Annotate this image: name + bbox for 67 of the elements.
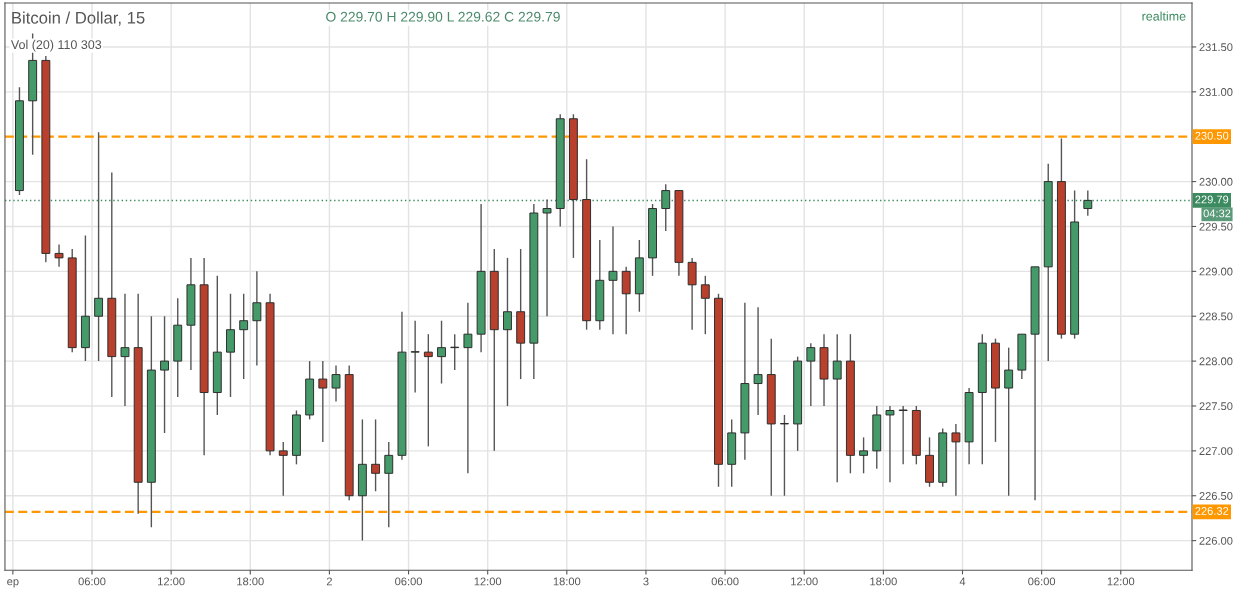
candlestick [120, 293, 130, 407]
annotation: O 229.70 H 229.90 L 229.62 C 229.79 [326, 11, 560, 22]
candlestick [160, 315, 169, 434]
y-tick-label: 226.50 [1199, 492, 1233, 500]
candlestick [885, 405, 895, 483]
candlestick [951, 423, 961, 497]
candlestick [503, 257, 512, 407]
candlestick [832, 333, 842, 483]
candlestick [687, 257, 697, 331]
candlestick [318, 360, 328, 443]
y-tick-label: 228.50 [1199, 312, 1233, 321]
candlestick [806, 342, 816, 407]
candlestick [278, 441, 288, 497]
y-tick-label: 226.00 [1199, 536, 1233, 545]
candlestick [859, 436, 869, 474]
x-tick-label: ep [7, 579, 19, 588]
ref-line-label: 230.50 [1195, 131, 1229, 140]
candlestick [621, 266, 631, 335]
x-tick-label: 18:00 [237, 577, 264, 586]
annotation: realtime [1142, 11, 1186, 21]
candlestick [371, 418, 381, 492]
candlestick [94, 131, 104, 362]
x-tick-label: 18:00 [553, 577, 581, 586]
candlestick [384, 441, 394, 528]
ref-line-label: 226.32 [1195, 507, 1229, 515]
y-tick-label: 230.00 [1199, 177, 1233, 186]
candlestick [423, 333, 433, 448]
x-tick-label: 12:00 [158, 577, 185, 586]
candlestick [239, 293, 249, 380]
candlestick [226, 293, 235, 398]
x-tick-label: 12:00 [791, 577, 818, 586]
candlestick [1004, 346, 1014, 497]
x-tick-label: 06:00 [1028, 577, 1056, 586]
x-tick-label: 2 [326, 577, 332, 586]
x-tick-label: 06:00 [395, 577, 423, 586]
x-tick-label: 4 [959, 577, 966, 586]
y-tick-label: 227.50 [1199, 402, 1233, 411]
y-tick-label: 229.00 [1199, 267, 1233, 276]
candlestick [753, 306, 763, 416]
candlestick [54, 243, 64, 268]
candlestick [1083, 189, 1093, 217]
y-tick-label: 228.00 [1199, 357, 1233, 366]
ref-line-label: 229.79 [1195, 195, 1229, 204]
candlestick [331, 364, 341, 403]
annotation: Vol (20) 110 303 [10, 39, 102, 52]
candlestick [542, 198, 552, 317]
candlestick [252, 270, 262, 367]
candlestick [661, 183, 671, 232]
x-tick-label: 06:00 [711, 577, 739, 586]
candlestick [700, 275, 710, 335]
candlestick [780, 414, 789, 497]
x-tick-label: 12:00 [1107, 577, 1135, 586]
candlestick [898, 405, 908, 466]
x-tick-label: 18:00 [870, 577, 897, 586]
text: 04:32 [1203, 209, 1231, 218]
candlestick [410, 320, 420, 394]
x-tick-label: 3 [643, 577, 649, 586]
x-tick-label: 12:00 [474, 577, 502, 586]
candlestick [437, 320, 446, 385]
y-tick-label: 231.50 [1199, 43, 1233, 52]
candlestick [463, 302, 473, 474]
candlestick [608, 225, 618, 335]
y-tick-label: 227.00 [1199, 447, 1233, 455]
y-tick-label: 231.00 [1199, 88, 1233, 96]
x-tick-label: 06:00 [78, 577, 106, 586]
chart-title: Bitcoin / Dollar, 15 [12, 11, 145, 26]
y-tick-label: 229.50 [1199, 222, 1233, 231]
